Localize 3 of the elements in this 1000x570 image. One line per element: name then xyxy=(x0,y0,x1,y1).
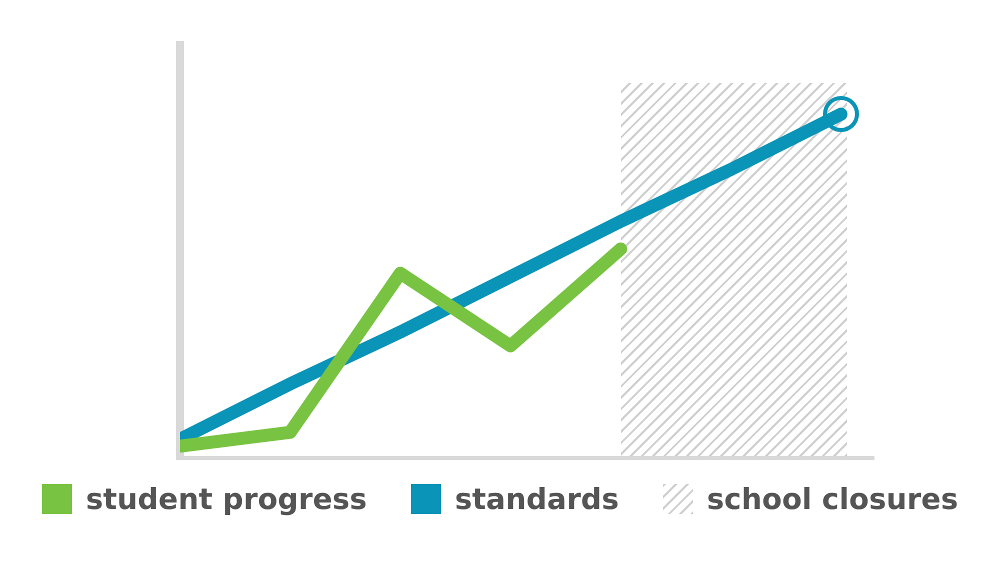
text: school closures xyxy=(706,482,958,516)
legend-label: student progress xyxy=(84,482,367,516)
legend-label: standards xyxy=(454,482,619,516)
